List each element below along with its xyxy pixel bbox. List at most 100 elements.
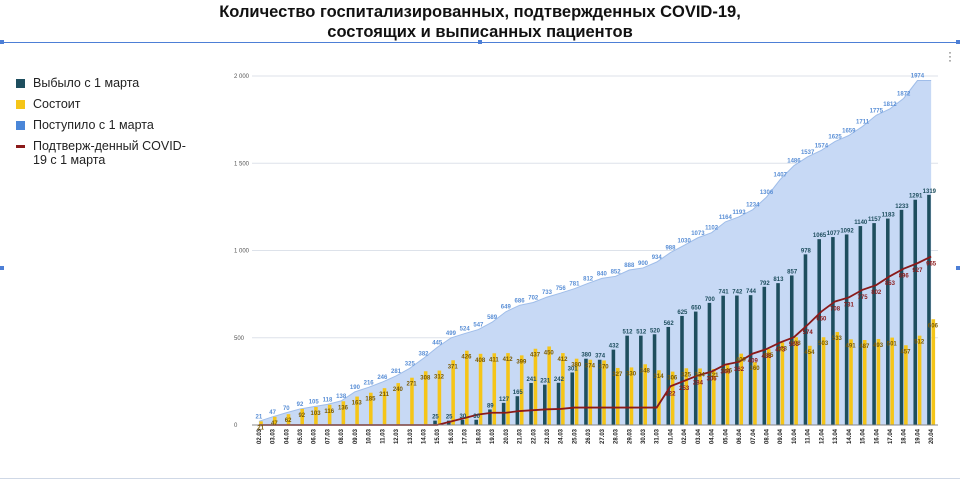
discharged-bar [913, 199, 918, 425]
admitted-data-label: 105 [309, 400, 320, 406]
discharged-bar [899, 209, 904, 425]
current-bar [835, 331, 840, 425]
admitted-data-label: 900 [638, 261, 649, 267]
current-bar [780, 342, 785, 425]
current-data-label: 533 [832, 336, 843, 342]
legend-item[interactable]: Поступило с 1 марта [16, 118, 191, 132]
current-data-label: 321 [708, 373, 719, 379]
current-bar [876, 338, 881, 425]
current-data-label: 380 [571, 363, 582, 369]
x-tick-label: 09.03 [353, 428, 359, 444]
current-bar [286, 414, 291, 425]
discharged-data-label: 1319 [923, 189, 937, 195]
admitted-data-label: 1574 [815, 143, 829, 149]
current-data-label: 240 [393, 387, 404, 393]
x-tick-label: 06.04 [737, 428, 743, 444]
x-tick-label: 10.04 [792, 428, 798, 444]
admitted-data-label: 1486 [787, 159, 801, 165]
chart-menu-icon[interactable]: · · · [948, 45, 952, 67]
current-data-label: 437 [530, 353, 541, 359]
legend-item[interactable]: Подтверж-денный COVID-19 с 1 марта [16, 139, 191, 167]
resize-handle-right-middle[interactable] [956, 266, 960, 270]
discharged-bar [570, 372, 575, 425]
discharged-bar [872, 223, 876, 425]
current-data-label: 47 [271, 421, 278, 427]
current-bar [561, 353, 565, 425]
admitted-data-label: 1102 [705, 226, 719, 232]
x-tick-label: 27.03 [600, 428, 606, 444]
confirmed-data-label: 253 [679, 386, 690, 392]
current-data-label: 116 [324, 409, 334, 415]
current-bar [725, 364, 730, 425]
current-data-label: 370 [599, 364, 610, 370]
confirmed-data-label: 284 [693, 380, 704, 386]
admitted-data-label: 756 [556, 286, 567, 292]
resize-handle-top-right[interactable] [956, 40, 960, 44]
discharged-bar [501, 402, 506, 425]
admitted-data-label: 216 [364, 380, 375, 386]
admitted-data-label: 445 [432, 340, 443, 346]
resize-handle-top-middle[interactable] [478, 40, 482, 44]
discharged-data-label: 30 [460, 414, 467, 420]
discharged-bar [680, 315, 684, 425]
resize-handle-left-middle[interactable] [0, 266, 4, 270]
admitted-data-label: 281 [391, 369, 402, 375]
discharged-data-label: 30 [473, 414, 480, 420]
admitted-area-edge [258, 80, 932, 422]
x-tick-label: 03.04 [696, 428, 702, 444]
current-bar [643, 364, 647, 425]
current-data-label: 62 [285, 418, 292, 424]
discharged-bar [776, 283, 780, 425]
discharged-data-label: 978 [801, 248, 812, 254]
current-data-label: 371 [448, 364, 459, 370]
y-tick-label: 1 000 [234, 249, 250, 255]
discharged-bar [858, 226, 863, 425]
discharged-bar [584, 358, 588, 425]
admitted-data-label: 781 [569, 282, 580, 288]
x-tick-label: 23.03 [545, 428, 551, 444]
x-tick-label: 16.04 [874, 428, 880, 444]
confirmed-data-label: 965 [926, 262, 937, 268]
current-bar [684, 368, 689, 425]
discharged-bar [707, 302, 712, 425]
admitted-data-label: 92 [297, 402, 304, 408]
discharged-data-label: 741 [719, 290, 730, 296]
discharged-data-label: 520 [650, 328, 661, 334]
discharged-data-label: 1077 [827, 231, 841, 237]
x-tick-label: 07.04 [751, 428, 757, 444]
discharged-bar [666, 326, 671, 425]
x-tick-label: 05.03 [298, 428, 304, 444]
legend-item[interactable]: Состоит [16, 97, 191, 111]
current-data-label: 136 [338, 405, 349, 411]
admitted-data-label: 1030 [678, 238, 692, 244]
current-bar [410, 377, 414, 425]
admitted-data-label: 934 [652, 255, 663, 261]
current-data-label: 426 [461, 355, 472, 361]
x-tick-label: 29.03 [627, 428, 633, 444]
discharged-bar [556, 382, 561, 425]
x-tick-label: 02.04 [682, 428, 688, 444]
admitted-data-label: 840 [597, 271, 608, 277]
admitted-data-label: 1659 [842, 129, 856, 135]
current-data-label: 435 [763, 353, 774, 359]
current-bar [890, 337, 894, 425]
x-tick-label: 26.03 [586, 428, 592, 444]
x-tick-label: 08.03 [339, 428, 345, 444]
admitted-data-label: 1872 [897, 91, 911, 97]
admitted-data-label: 733 [542, 290, 553, 296]
discharged-data-label: 1233 [895, 204, 909, 210]
chart-title: Количество госпитализированных, подтверж… [0, 2, 960, 42]
current-bar [698, 368, 702, 425]
legend-swatch [16, 121, 25, 130]
current-data-label: 374 [585, 364, 596, 370]
current-bar [712, 368, 716, 425]
x-tick-label: 31.03 [655, 428, 661, 444]
x-tick-label: 28.03 [614, 428, 620, 444]
resize-handle-top-left[interactable] [0, 40, 4, 44]
admitted-data-label: 138 [336, 394, 347, 400]
current-data-label: 348 [640, 368, 651, 374]
discharged-data-label: 1183 [882, 213, 896, 219]
legend-label: Выбыло с 1 марта [33, 76, 140, 90]
x-tick-label: 05.04 [723, 428, 729, 444]
legend-item[interactable]: Выбыло с 1 марта [16, 76, 191, 90]
